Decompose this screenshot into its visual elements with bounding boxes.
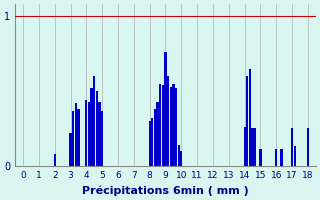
Bar: [91, 88, 93, 166]
Bar: [164, 52, 167, 166]
Bar: [77, 109, 80, 166]
Bar: [85, 100, 87, 166]
Bar: [307, 128, 309, 166]
Bar: [280, 149, 283, 166]
Bar: [156, 102, 159, 166]
Bar: [252, 128, 254, 166]
Bar: [275, 149, 277, 166]
Bar: [170, 87, 172, 166]
Bar: [167, 76, 169, 166]
Bar: [254, 128, 256, 166]
Bar: [69, 133, 72, 166]
Bar: [75, 103, 77, 166]
Bar: [294, 146, 296, 166]
Bar: [151, 118, 154, 166]
Bar: [244, 127, 246, 166]
X-axis label: Précipitations 6min ( mm ): Précipitations 6min ( mm ): [82, 185, 249, 196]
Bar: [98, 102, 100, 166]
Bar: [148, 121, 151, 166]
Bar: [162, 85, 164, 166]
Bar: [93, 76, 95, 166]
Bar: [159, 84, 161, 166]
Bar: [88, 102, 90, 166]
Bar: [72, 111, 74, 166]
Bar: [101, 111, 103, 166]
Bar: [172, 84, 174, 166]
Bar: [259, 149, 261, 166]
Bar: [54, 154, 56, 166]
Bar: [178, 145, 180, 166]
Bar: [154, 109, 156, 166]
Bar: [246, 76, 248, 166]
Bar: [96, 91, 98, 166]
Bar: [249, 69, 251, 166]
Bar: [291, 128, 293, 166]
Bar: [180, 151, 182, 166]
Bar: [175, 88, 177, 166]
